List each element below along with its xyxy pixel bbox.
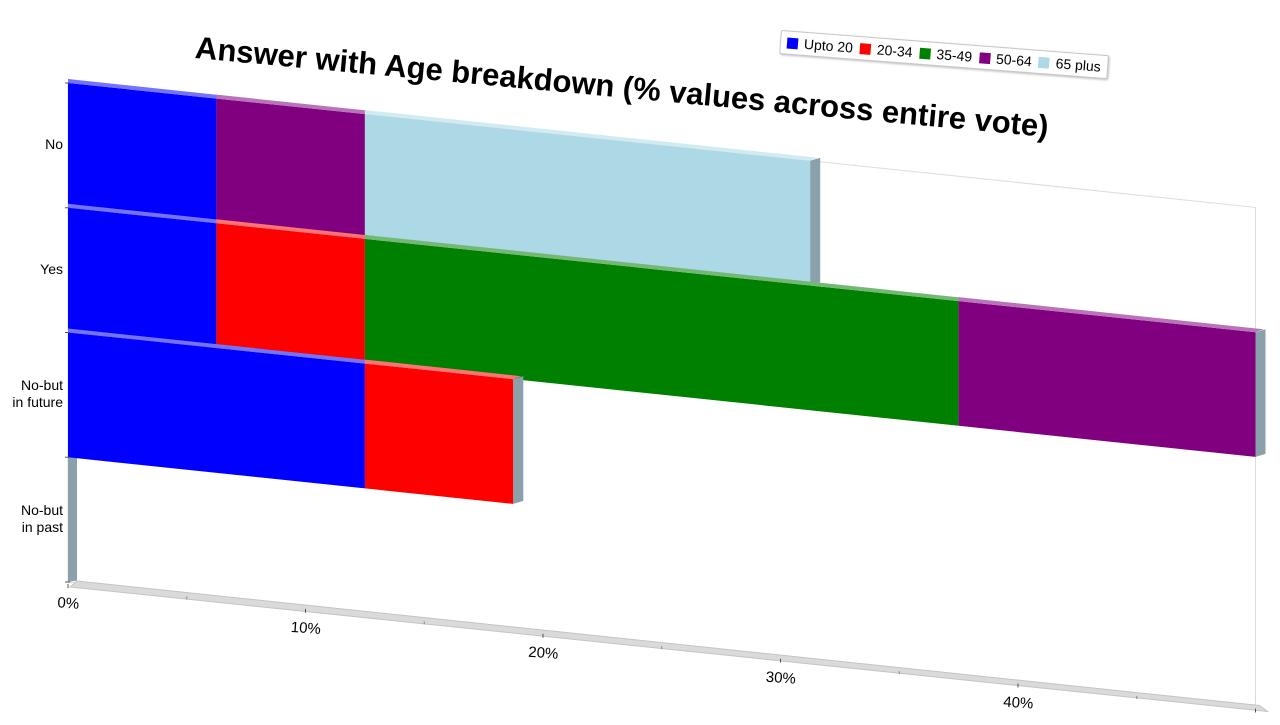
- x-tick-label: 40%: [1003, 694, 1034, 713]
- bar-top-0-3: [216, 94, 373, 115]
- bar-top-2-1: [364, 359, 522, 380]
- legend-swatch: [978, 52, 991, 65]
- bar-1-3: [958, 301, 1256, 457]
- plot-floor: [68, 580, 1270, 713]
- bar-1-1: [216, 223, 365, 364]
- x-tick-label: 0%: [57, 594, 80, 612]
- category-label-line: No-but: [20, 376, 63, 393]
- bar-top-0-0: [68, 79, 225, 99]
- bar-2-1: [364, 363, 514, 504]
- legend-item: 35-49: [919, 45, 973, 65]
- x-tick-label: 10%: [290, 619, 321, 638]
- x-tick-label: 20%: [528, 644, 559, 663]
- bar-top-2-0: [68, 328, 373, 364]
- category-label: No-but in past: [0, 502, 63, 536]
- legend-swatch: [919, 47, 931, 60]
- bar-1-0: [68, 207, 217, 349]
- bar-top-1-1: [216, 219, 373, 239]
- bar-end-1: [1255, 329, 1266, 457]
- legend-item: 65 plus: [1038, 54, 1101, 75]
- bar-0-0: [68, 83, 217, 224]
- legend-item: Upto 20: [786, 35, 854, 56]
- bar-2-0: [68, 332, 365, 489]
- category-label-line: No: [45, 135, 63, 152]
- x-tick-label: 30%: [765, 669, 796, 688]
- category-label: No: [0, 136, 63, 153]
- legend-label: 20-34: [876, 41, 914, 61]
- category-label-line: in past: [21, 518, 63, 535]
- legend-label: Upto 20: [803, 35, 854, 56]
- legend-swatch: [786, 37, 799, 50]
- bar-top-1-3: [958, 297, 1264, 333]
- category-label-line: in future: [12, 393, 63, 410]
- bar-top-0-4: [364, 110, 819, 161]
- category-label: Yes: [0, 261, 63, 278]
- category-label: No-but in future: [0, 377, 63, 411]
- legend-label: 50-64: [995, 50, 1033, 70]
- bar-end-2: [513, 376, 524, 504]
- category-label-line: Yes: [40, 260, 63, 277]
- bar-0-4: [364, 114, 811, 286]
- legend-swatch: [859, 43, 872, 55]
- legend-item: 20-34: [859, 40, 913, 60]
- legend-label: 35-49: [935, 46, 973, 65]
- bar-0-3: [216, 98, 365, 239]
- legend-swatch: [1038, 56, 1051, 69]
- legend-label: 65 plus: [1055, 55, 1102, 75]
- legend-item: 50-64: [978, 49, 1033, 70]
- bar-end-0: [810, 157, 821, 286]
- bar-top-1-2: [364, 234, 967, 302]
- bar-top-1-0: [68, 203, 225, 224]
- category-label-line: No-but: [20, 501, 63, 518]
